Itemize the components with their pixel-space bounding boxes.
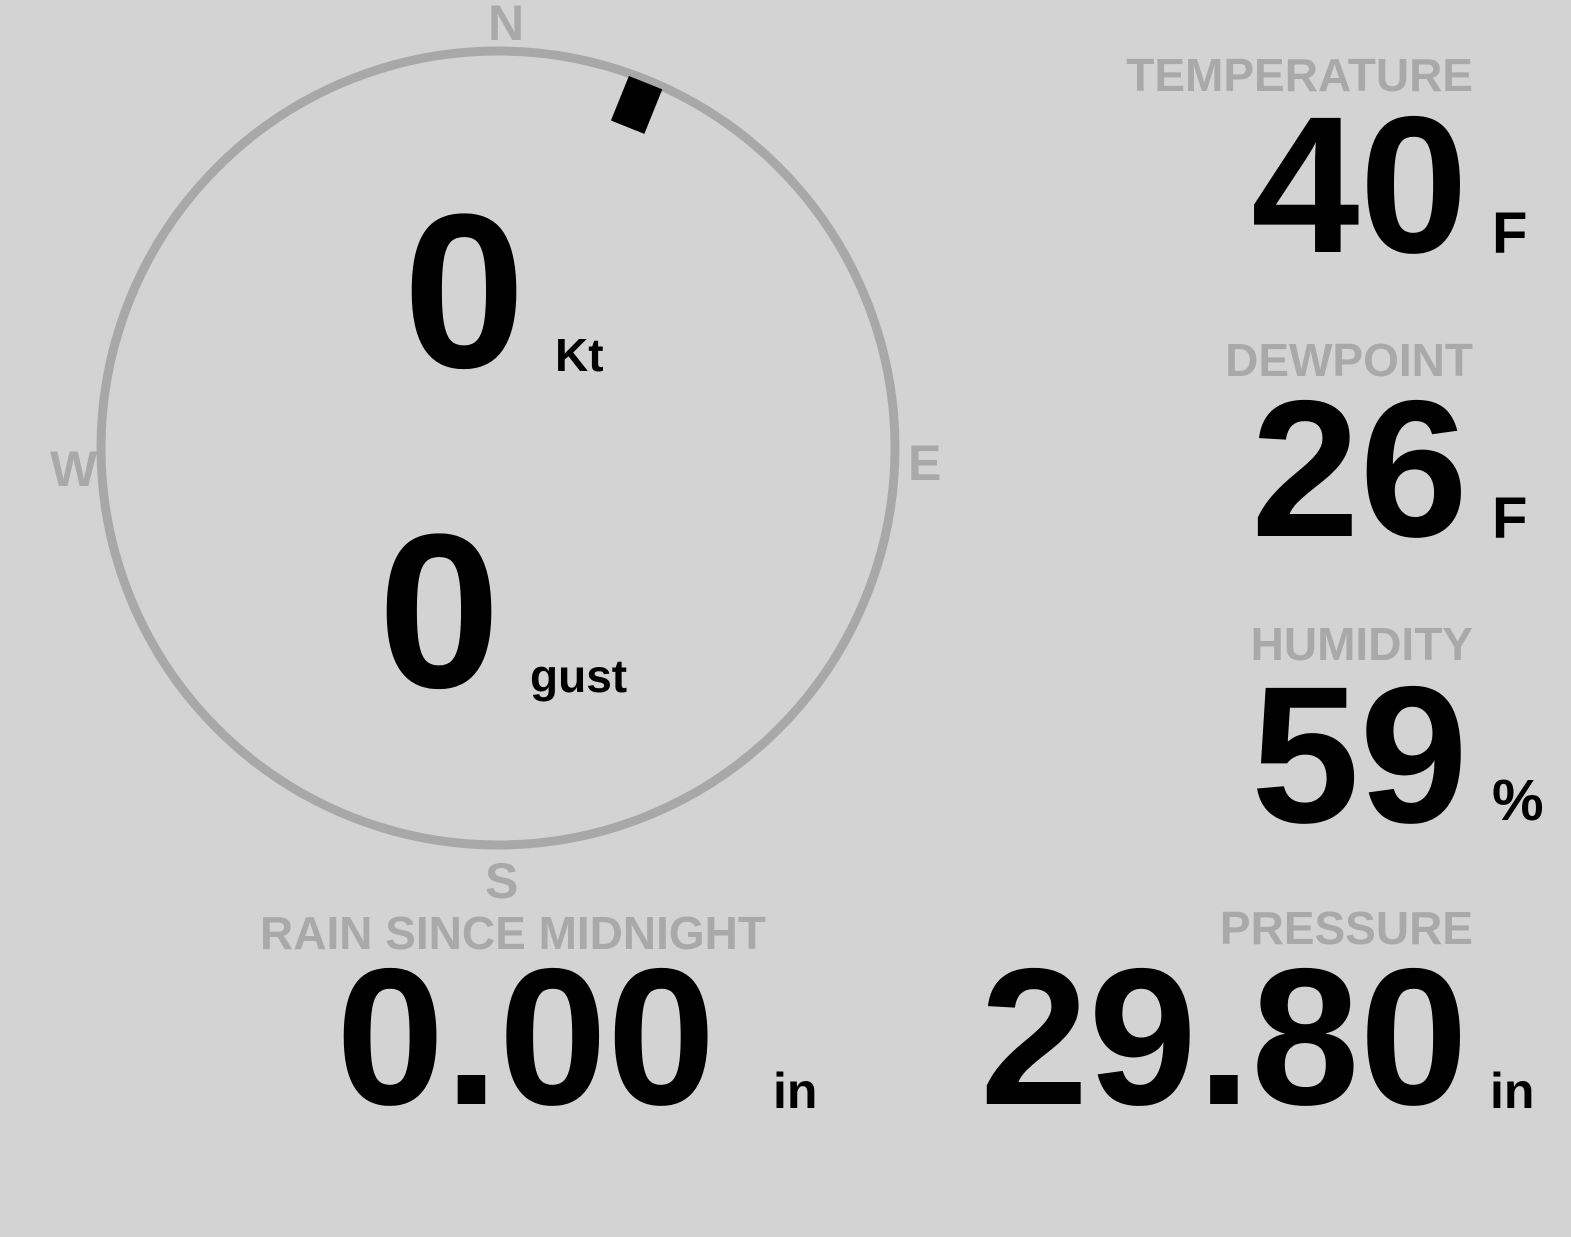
rain-unit: in xyxy=(773,1063,818,1119)
rain-label: RAIN SINCE MIDNIGHT xyxy=(260,907,766,959)
pressure-unit: in xyxy=(1490,1063,1535,1119)
compass-south: S xyxy=(485,853,519,909)
dewpoint-value: 26 xyxy=(1251,360,1468,578)
dewpoint-unit: F xyxy=(1492,486,1528,551)
compass-north: N xyxy=(488,0,525,51)
compass-ring xyxy=(96,46,900,850)
wind-direction-marker xyxy=(610,75,663,134)
humidity-unit: % xyxy=(1492,768,1544,833)
compass-east: E xyxy=(908,435,942,491)
humidity-value: 59 xyxy=(1251,646,1468,864)
pressure-value: 29.80 xyxy=(980,928,1468,1146)
temperature-unit: F xyxy=(1492,201,1528,266)
wind-speed-unit: Kt xyxy=(555,329,604,381)
compass-west: W xyxy=(50,441,98,497)
pressure-label: PRESSURE xyxy=(1219,902,1473,954)
temperature-value: 40 xyxy=(1251,76,1468,294)
humidity-label: HUMIDITY xyxy=(1250,618,1473,670)
wind-speed-value: 0 xyxy=(403,168,526,414)
rain-value: 0.00 xyxy=(336,928,716,1146)
temperature-label: TEMPERATURE xyxy=(1126,49,1473,101)
wind-gust-value: 0 xyxy=(378,488,501,734)
dewpoint-label: DEWPOINT xyxy=(1225,334,1473,386)
wind-gust-unit: gust xyxy=(530,650,628,702)
